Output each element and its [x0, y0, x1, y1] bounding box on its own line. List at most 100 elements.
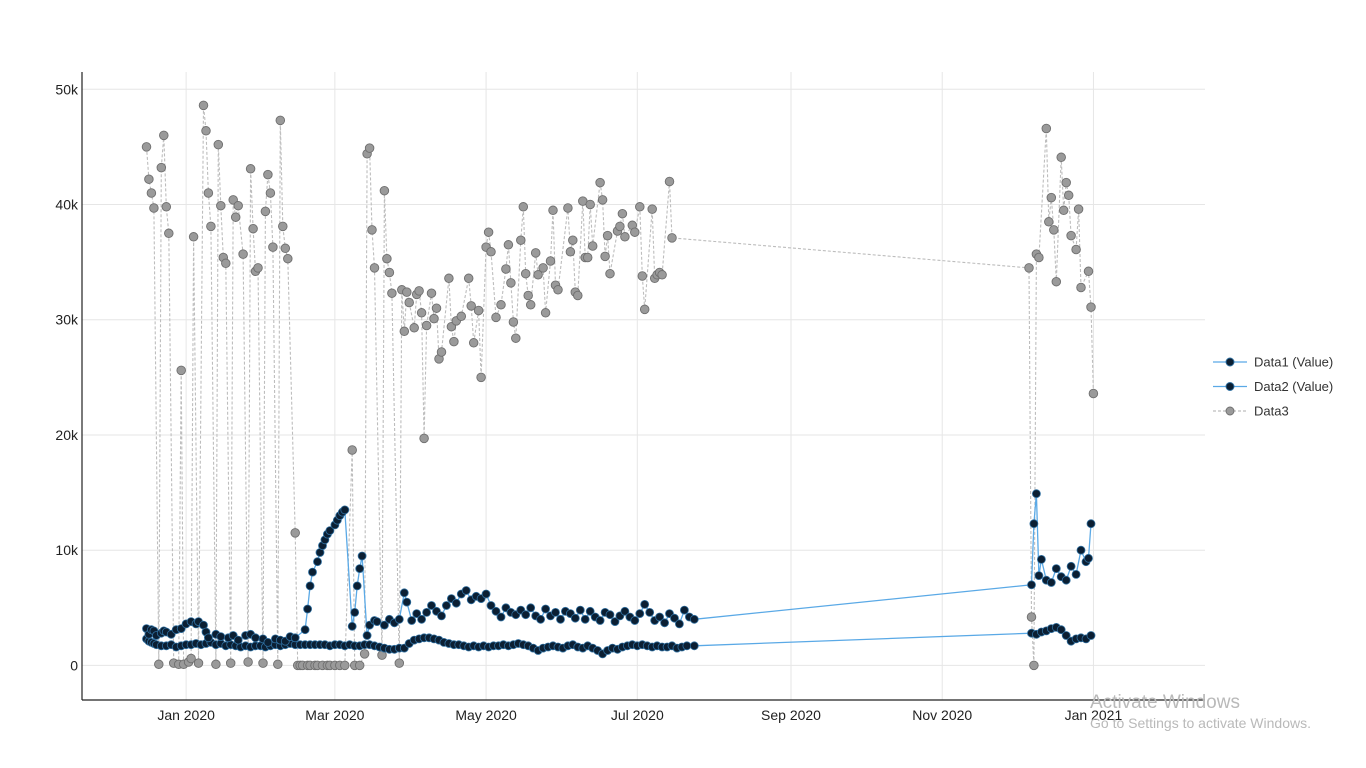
data-point — [198, 100, 209, 111]
data-point — [399, 326, 410, 337]
series-layer — [141, 100, 1099, 671]
x-tick-label: Sep 2020 — [761, 707, 821, 723]
x-tick-label: May 2020 — [455, 707, 517, 723]
data-point — [354, 660, 365, 671]
data-point — [407, 616, 417, 625]
data-point — [243, 657, 253, 667]
y-tick-label: 30k — [55, 312, 79, 328]
data-point — [421, 320, 432, 331]
data-point — [225, 658, 236, 668]
data-point — [159, 130, 169, 141]
data-point — [640, 600, 650, 609]
data-point — [245, 164, 256, 174]
data-point — [290, 528, 300, 538]
tick-labels: 0 10k 20k 30k 40k 50k Jan 2020 Mar 2020 May 2020… — [55, 81, 1122, 723]
data-point — [587, 241, 598, 251]
data-point — [1061, 575, 1071, 585]
data-point — [463, 273, 474, 284]
data-point — [325, 526, 335, 535]
data-point — [431, 303, 442, 313]
data-point — [260, 206, 271, 217]
data-point — [275, 115, 286, 126]
data-point — [437, 611, 446, 621]
data-point — [600, 251, 610, 262]
data-point — [501, 264, 511, 274]
data-point — [518, 202, 529, 212]
series-1 — [142, 489, 1096, 647]
data-point — [568, 235, 578, 245]
watermark-title: Activate Windows — [1090, 692, 1240, 713]
data-point — [610, 617, 620, 626]
data-point — [645, 608, 655, 617]
data-point — [655, 612, 664, 622]
data-point — [176, 365, 186, 376]
legend-item-2[interactable]: Data2 (Value) — [1213, 379, 1333, 394]
data-point — [680, 605, 689, 615]
data-point — [1034, 571, 1044, 580]
data-point — [263, 169, 273, 180]
data-point — [570, 613, 580, 623]
data-point — [156, 162, 167, 173]
legend[interactable]: Data1 (Value) Data2 (Value) Data3 — [1213, 355, 1333, 419]
data-point — [521, 610, 531, 620]
data-point — [551, 608, 560, 617]
data-point — [362, 631, 372, 640]
data-point — [689, 641, 699, 651]
data-point — [556, 614, 565, 624]
data-point — [251, 633, 260, 643]
data-point — [533, 270, 543, 280]
data-point — [305, 581, 315, 591]
data-point — [585, 606, 595, 616]
data-point — [141, 142, 152, 152]
data-point — [615, 221, 625, 232]
data-point — [409, 323, 419, 333]
x-tick-label: Jul 2020 — [611, 707, 664, 723]
data-point — [496, 612, 506, 622]
data-point — [1058, 205, 1069, 216]
data-point — [461, 586, 471, 595]
data-point — [1086, 631, 1096, 640]
data-point — [347, 621, 357, 631]
legend-marker — [1225, 406, 1235, 416]
data-point — [1056, 625, 1066, 635]
data-point — [382, 253, 392, 264]
legend-item-3[interactable]: Data3 — [1213, 404, 1289, 419]
data-point — [164, 228, 174, 239]
data-point — [203, 633, 213, 643]
data-point — [268, 242, 278, 252]
legend-item-1[interactable]: Data1 (Value) — [1213, 355, 1333, 370]
data-point — [491, 606, 501, 616]
data-point — [426, 288, 437, 298]
data-point — [486, 247, 496, 257]
data-point — [466, 301, 476, 311]
data-point — [563, 203, 573, 213]
data-point — [290, 633, 300, 643]
data-point — [503, 240, 514, 250]
data-point — [516, 235, 526, 245]
data-point — [1084, 553, 1093, 563]
data-point — [548, 205, 558, 216]
data-point — [188, 232, 199, 242]
y-tick-label: 0 — [70, 657, 78, 673]
data-point — [1063, 190, 1074, 201]
data-point — [402, 287, 412, 297]
data-point — [675, 619, 684, 629]
data-point — [647, 204, 657, 214]
data-point — [620, 606, 630, 616]
data-point — [1051, 276, 1062, 287]
data-point — [273, 659, 283, 670]
data-point — [186, 653, 196, 664]
data-point — [1066, 561, 1076, 571]
data-point — [1046, 192, 1057, 203]
data-point — [384, 267, 395, 278]
data-point — [154, 659, 164, 670]
data-point — [523, 290, 533, 301]
data-point — [350, 608, 360, 617]
data-point — [1073, 204, 1084, 214]
data-point — [1024, 263, 1034, 273]
legend-marker — [1225, 382, 1235, 391]
data-point — [1041, 123, 1052, 134]
series-line-3 — [145, 105, 1094, 666]
data-point — [486, 601, 496, 610]
legend-label: Data3 — [1254, 404, 1289, 419]
